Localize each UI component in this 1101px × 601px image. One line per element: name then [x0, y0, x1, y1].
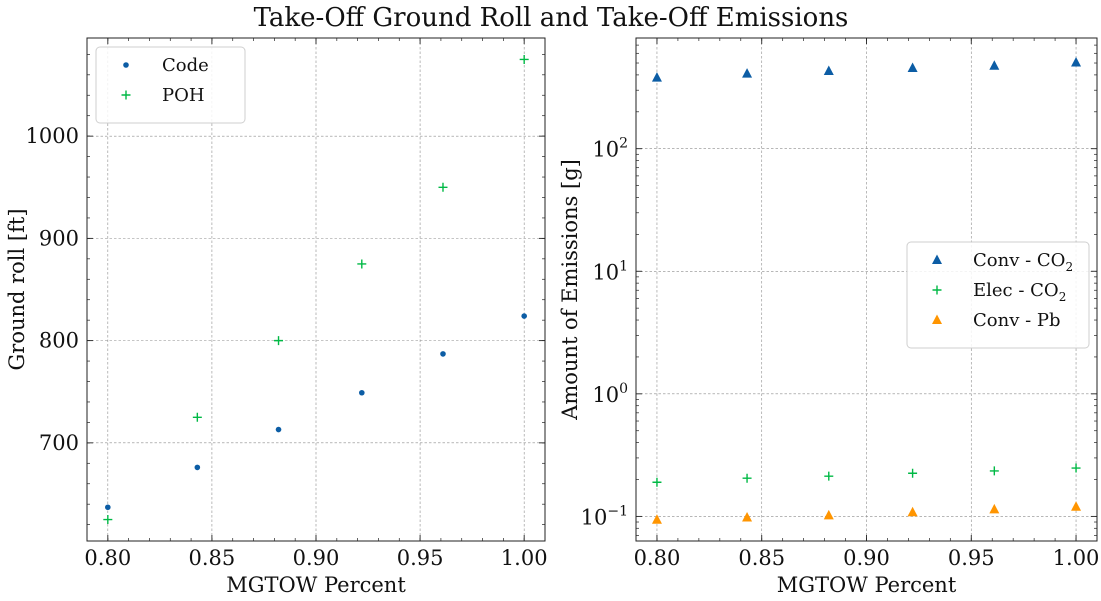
- data-point: [192, 412, 202, 422]
- x-tick-label: 0.80: [84, 546, 131, 570]
- figure-title: Take-Off Ground Roll and Take-Off Emissi…: [254, 3, 849, 33]
- series-3: [651, 501, 1082, 524]
- data-point: [742, 511, 753, 522]
- data-point: [823, 509, 834, 520]
- x-tick-label: 0.85: [189, 546, 236, 570]
- series-1: [105, 313, 527, 511]
- data-point: [521, 313, 527, 319]
- legend: Code POH: [95, 46, 246, 124]
- chart-panel-2: 0.80 0.85 0.90 0.95 1.00 10−1 100 101 102 MGTOW P…: [558, 37, 1100, 597]
- y-tick-label: 10−1: [581, 503, 628, 529]
- x-tick-label: 1.00: [1053, 546, 1100, 570]
- legend-marker: [932, 314, 942, 324]
- y-tick-label: 100: [592, 381, 628, 407]
- x-tick-label: 1.00: [501, 546, 548, 570]
- chart-panels: 0.80 0.85 0.90 0.95 1.00 700 800 900 1000 MGTOW P…: [5, 37, 1100, 597]
- data-point: [907, 62, 918, 73]
- data-point: [908, 468, 918, 478]
- data-point: [652, 477, 662, 487]
- y-tick-label: 700: [39, 431, 79, 455]
- y-tick-label: 102: [592, 136, 628, 162]
- x-axis-label: MGTOW Percent: [777, 573, 957, 597]
- legend-marker: [123, 62, 129, 68]
- data-point: [440, 351, 446, 357]
- series-1: [651, 56, 1082, 82]
- legend: Conv - CO2 Elec - CO2 Conv - Pb: [906, 241, 1090, 349]
- x-tick-label: 0.95: [397, 546, 444, 570]
- x-tick-label: 0.85: [738, 546, 785, 570]
- data-point: [651, 72, 662, 82]
- y-tick-label: 1000: [26, 124, 79, 148]
- data-point: [359, 389, 365, 396]
- data-point: [742, 68, 753, 78]
- data-point: [103, 515, 113, 525]
- legend-box: [95, 46, 246, 124]
- legend-marker: [121, 90, 131, 100]
- data-point: [1071, 463, 1081, 473]
- legend-label: POH: [162, 85, 205, 106]
- data-point: [989, 466, 999, 476]
- x-tick-label: 0.95: [948, 546, 995, 570]
- series-2: [103, 54, 529, 525]
- plot-frame: [86, 37, 546, 542]
- chart-panel-1: 0.80 0.85 0.90 0.95 1.00 700 800 900 1000 MGTOW P…: [5, 37, 548, 597]
- legend-label: Elec - CO2: [973, 280, 1066, 304]
- x-tick-label: 0.90: [843, 546, 890, 570]
- data-point: [742, 473, 752, 483]
- data-point: [907, 506, 918, 517]
- legend-label: Conv - Pb: [973, 310, 1061, 331]
- data-point: [989, 60, 1000, 70]
- y-axis-label: Amount of Emissions [g]: [558, 159, 582, 421]
- legend-marker: [932, 254, 942, 264]
- x-tick-label: 0.90: [293, 546, 340, 570]
- data-point: [105, 504, 111, 511]
- data-point: [1071, 501, 1082, 511]
- legend-marker: [932, 285, 942, 295]
- legend-label: Conv - CO2: [973, 250, 1073, 274]
- y-tick-label: 101: [592, 258, 628, 284]
- data-point: [274, 336, 284, 346]
- y-tick-label: 800: [39, 329, 79, 353]
- data-point: [823, 65, 834, 76]
- data-point: [824, 471, 834, 481]
- data-point: [989, 503, 1000, 514]
- legend-box: [906, 241, 1090, 349]
- data-point: [519, 54, 529, 64]
- x-axis-label: MGTOW Percent: [226, 573, 406, 597]
- data-point: [438, 182, 448, 192]
- y-axis-label: Ground roll [ft]: [5, 208, 29, 370]
- data-point: [194, 464, 201, 471]
- data-point: [357, 259, 367, 269]
- plot-frame: [635, 37, 1098, 542]
- y-tick-label: 900: [39, 226, 79, 250]
- data-point: [651, 514, 662, 524]
- legend-label: Code: [162, 55, 209, 76]
- series-2: [652, 463, 1081, 487]
- data-point: [275, 426, 282, 433]
- data-point: [1071, 56, 1082, 67]
- x-tick-label: 0.80: [634, 546, 681, 570]
